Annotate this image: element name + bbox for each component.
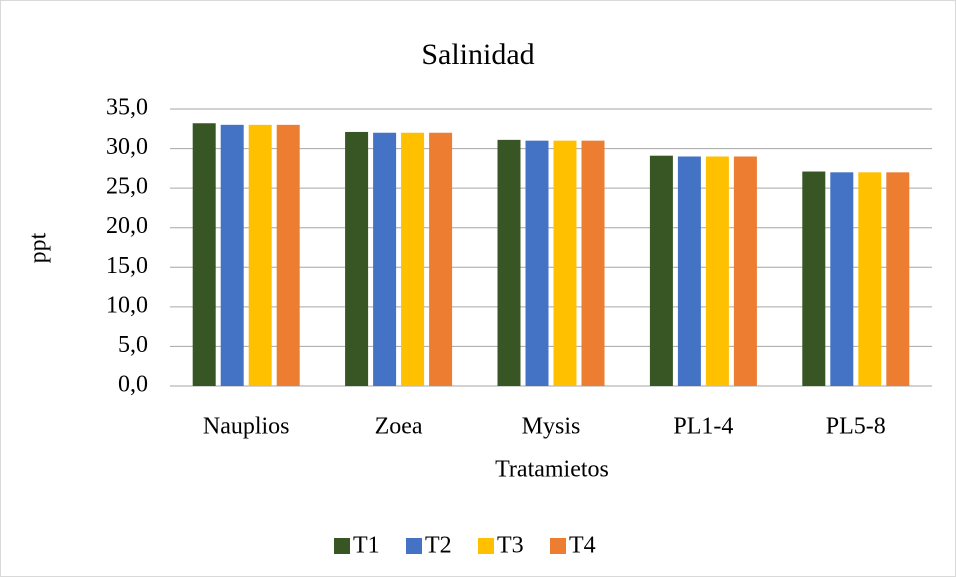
x-axis-title: Tratamietos	[495, 457, 609, 483]
bar	[733, 156, 757, 386]
bar	[858, 172, 882, 386]
y-tick-label: 5,0	[118, 332, 148, 358]
bar	[677, 156, 701, 386]
bar	[886, 172, 910, 386]
x-tick-label: Nauplios	[203, 414, 290, 440]
x-tick-label: PL5-8	[826, 414, 886, 440]
y-tick-label: 30,0	[106, 134, 148, 160]
bar	[373, 132, 397, 386]
legend-label: T3	[497, 533, 524, 559]
x-tick-label: Mysis	[522, 414, 581, 440]
bar	[802, 171, 826, 386]
legend-label: T1	[353, 533, 380, 559]
bar	[649, 155, 673, 386]
legend-swatch	[334, 538, 350, 554]
y-tick-label: 0,0	[118, 372, 148, 398]
legend-swatch	[478, 538, 494, 554]
bar	[497, 139, 521, 386]
bar	[429, 132, 453, 386]
chart-title: Salinidad	[421, 38, 534, 71]
y-axis-title: ppt	[26, 232, 52, 263]
bar	[220, 124, 244, 386]
x-tick-label: Zoea	[375, 414, 423, 440]
legend-swatch	[406, 538, 422, 554]
bar	[401, 132, 425, 386]
x-tick-label: PL1-4	[673, 414, 733, 440]
bar	[705, 156, 729, 386]
y-tick-label: 15,0	[106, 253, 148, 279]
bar	[830, 172, 854, 386]
y-tick-label: 20,0	[106, 213, 148, 239]
y-tick-label: 25,0	[106, 174, 148, 200]
bar	[248, 124, 272, 386]
bar	[581, 140, 605, 386]
bar	[525, 140, 549, 386]
bar	[345, 131, 369, 386]
y-tick-label: 35,0	[106, 95, 148, 121]
y-tick-label: 10,0	[106, 292, 148, 318]
legend-label: T2	[425, 533, 452, 559]
legend-swatch	[550, 538, 566, 554]
legend-label: T4	[569, 533, 596, 559]
bar	[553, 140, 577, 386]
bar	[276, 124, 300, 386]
bar	[192, 123, 216, 386]
